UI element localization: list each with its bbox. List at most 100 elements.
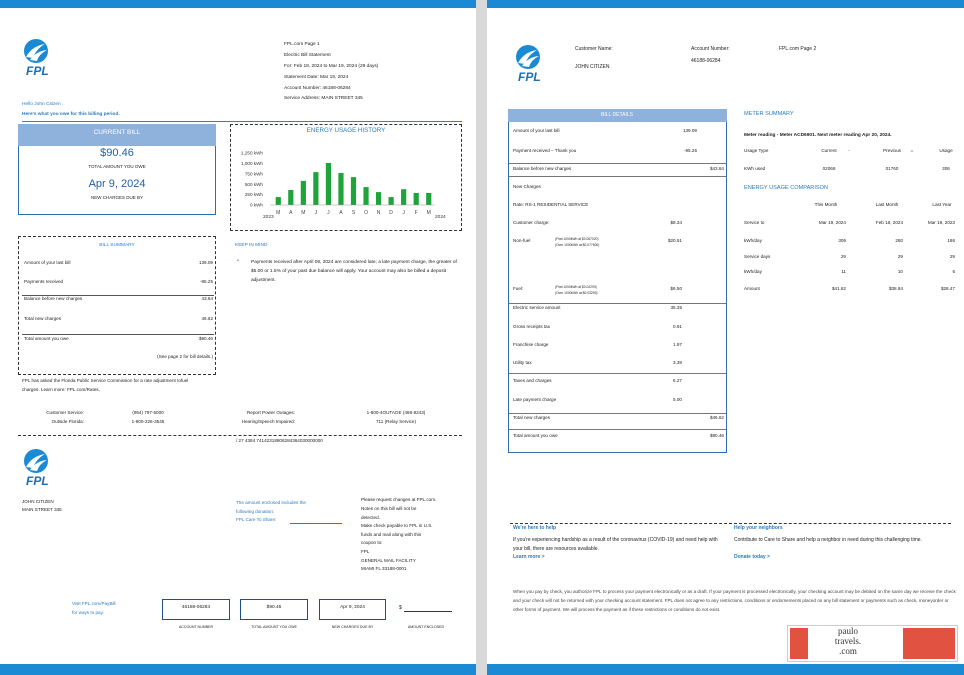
fpl-logo: FPL bbox=[516, 45, 541, 84]
coupon-label: AMOUNT ENCLOSED bbox=[407, 625, 445, 630]
detail-value: 3.39 bbox=[673, 360, 682, 366]
bill-summary-title: BILL SUMMARY bbox=[99, 243, 135, 249]
contact-label: Customer Service: bbox=[46, 410, 84, 416]
header-line: Statement Date: Mar 19, 2024 bbox=[284, 74, 349, 80]
top-bar bbox=[487, 0, 964, 8]
cut-line bbox=[18, 435, 462, 436]
rate-notice: FPL has asked the Florida Public Service… bbox=[22, 378, 189, 393]
comparison-label: Amount bbox=[744, 286, 760, 292]
divider bbox=[22, 121, 462, 122]
keep-in-mind-text: Payments received after April 09, 2024 a… bbox=[251, 260, 457, 284]
instruction-line: Make check payable to FPL in U.S. bbox=[361, 523, 433, 529]
x-tick-label: N bbox=[377, 210, 381, 216]
x-tick-label: J bbox=[402, 210, 405, 216]
current-bill-header bbox=[18, 124, 216, 146]
due-date-label: NEW CHARGES DUE BY bbox=[90, 194, 144, 200]
x-tick-label: S bbox=[352, 210, 356, 216]
summary-label: Total amount you owe bbox=[24, 336, 69, 342]
bill-summary-box bbox=[18, 236, 216, 375]
bullet: • bbox=[237, 258, 239, 265]
header-line: Service Address: MAIN STREET 345 bbox=[284, 96, 363, 102]
x-tick-label: F bbox=[415, 210, 418, 216]
detail-label: Utility tax bbox=[513, 360, 532, 366]
detail-value: 139.09 bbox=[682, 128, 697, 134]
summary-value: -95.25 bbox=[199, 279, 213, 285]
account-number: 46188-06284 bbox=[691, 58, 721, 65]
coupon-value: $ bbox=[399, 605, 402, 612]
x-tick-label: J bbox=[327, 210, 330, 216]
legal-text: When you pay by check, you authorize FPL… bbox=[513, 589, 956, 612]
bar bbox=[313, 172, 319, 205]
contact-label: Outside Florida: bbox=[51, 419, 84, 425]
rule bbox=[509, 413, 726, 414]
summary-value: $90.46 bbox=[198, 336, 213, 342]
info-link: Donate today > bbox=[734, 554, 770, 561]
comparison-value: 186 bbox=[947, 238, 955, 244]
comparison-value: Mar 19, 2023 bbox=[927, 220, 955, 226]
x-tick-label: M bbox=[276, 210, 280, 216]
rule bbox=[509, 303, 726, 304]
logo-swoosh bbox=[26, 454, 47, 471]
detail-value: 6.27 bbox=[673, 378, 682, 384]
y-tick-label: 250 kWh bbox=[245, 192, 264, 197]
detail-value: 0.91 bbox=[673, 324, 682, 330]
comparison-value: Feb 18, 2024 bbox=[875, 220, 903, 226]
bottom-bar bbox=[487, 664, 964, 675]
header-line: For: Feb 18, 2024 to Mar 19, 2024 (29 da… bbox=[284, 63, 379, 69]
meter-header: Current bbox=[821, 148, 837, 154]
comparison-header: This Month bbox=[814, 202, 838, 208]
greeting-sub: Here's what you owe for this billing per… bbox=[22, 112, 120, 118]
chart-box bbox=[230, 124, 462, 231]
pay-link: for ways to pay. bbox=[72, 610, 104, 616]
coupon-label: TOTAL AMOUNT YOU OWE bbox=[251, 625, 297, 630]
current-bill-title: CURRENT BILL bbox=[93, 129, 141, 137]
rate-note: (First 1000kWh at $0.067020) bbox=[555, 237, 599, 242]
detail-label: Franchise charge bbox=[513, 342, 549, 348]
logo-text: FPL bbox=[26, 64, 49, 78]
donation-line: The amount enclosed includes the bbox=[236, 500, 306, 506]
page-label: FPL.com Page 2 bbox=[779, 46, 817, 53]
detail-label: Amount of your last bill bbox=[513, 128, 560, 134]
coupon-field bbox=[319, 599, 386, 620]
watermark-stripe bbox=[790, 628, 808, 659]
header-line: Electric Bill Statement bbox=[284, 53, 331, 59]
coupon-value: $90.46 bbox=[266, 605, 282, 611]
header-line: FPL.com Page 1 bbox=[284, 42, 320, 48]
rate-note: (Over 1000kWh at $0.077600) bbox=[555, 242, 600, 247]
comparison-label: Service to bbox=[744, 220, 765, 226]
detail-value: $90.46 bbox=[709, 433, 724, 439]
meter-header: - bbox=[848, 148, 850, 154]
info-text: Contribute to Care to Share and help a n… bbox=[734, 537, 922, 544]
meter-header: Previous bbox=[883, 148, 901, 154]
contact-label: Hearing/Speech Impaired: bbox=[241, 419, 295, 425]
comparison-value: 280 bbox=[895, 238, 903, 244]
total-amount-label: TOTAL AMOUNT YOU OWE bbox=[88, 163, 146, 169]
comparison-label: kWh/day bbox=[744, 238, 762, 244]
amount-field bbox=[404, 611, 452, 612]
logo-swoosh bbox=[518, 50, 539, 67]
total-amount: $90.46 bbox=[100, 146, 134, 159]
meter-header: Usage bbox=[939, 148, 953, 154]
header-line: Account Number: 46188-06284 bbox=[284, 85, 351, 91]
logo-text: FPL bbox=[518, 70, 541, 84]
info-title: We're here to help bbox=[513, 525, 557, 532]
comparison-value: Mar 19, 2024 bbox=[818, 220, 846, 226]
instruction-line: detected. bbox=[361, 514, 380, 520]
info-link: Learn more > bbox=[513, 554, 545, 561]
comparison-value: 6 bbox=[952, 269, 955, 275]
coupon-value: Apr 9, 2024 bbox=[340, 605, 365, 611]
instruction-line: GENERAL MAIL FACILITY bbox=[361, 557, 416, 563]
meter-value: KWh used bbox=[744, 166, 766, 172]
detail-label: Gross receipts tax bbox=[513, 324, 551, 330]
coupon-field bbox=[240, 599, 308, 620]
chart-title: ENERGY USAGE HISTORY bbox=[307, 127, 385, 134]
donation-line: FPL Care To Share: bbox=[236, 517, 277, 523]
watermark-text: .com bbox=[839, 646, 857, 657]
fpl-logo: FPL bbox=[24, 39, 49, 78]
cut-line bbox=[510, 523, 951, 524]
meter-value: 02066 bbox=[822, 166, 836, 172]
keep-in-mind-title: KEEP IN MIND bbox=[235, 243, 268, 249]
rule bbox=[509, 163, 726, 164]
watermark-stripe bbox=[903, 628, 955, 659]
